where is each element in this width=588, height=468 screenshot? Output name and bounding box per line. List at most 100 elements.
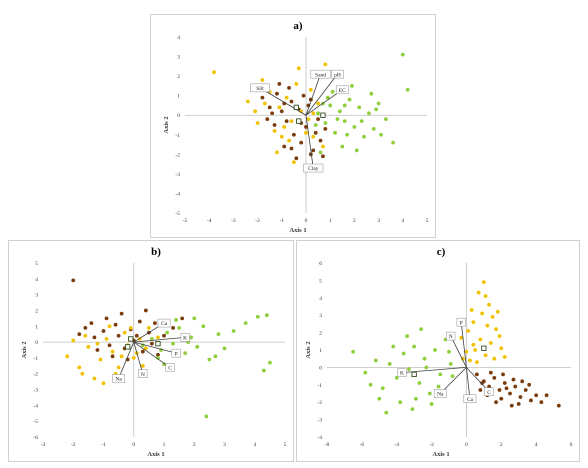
vector-label-box [112, 374, 125, 383]
x-tick-label: 5 [426, 218, 429, 224]
data-point-green [376, 101, 381, 106]
vector-label-box [138, 369, 148, 378]
x-tick-label: 0 [465, 442, 468, 448]
y-tick-label: 3 [319, 313, 322, 319]
data-point-brown [544, 393, 549, 398]
data-point-green [316, 111, 320, 116]
data-point-green [429, 402, 434, 406]
data-point-yellow [277, 105, 282, 110]
data-point-yellow [490, 315, 495, 319]
data-point-brown [304, 125, 308, 129]
data-point-yellow [495, 309, 500, 314]
data-point-brown [104, 316, 109, 321]
data-point-green [424, 365, 429, 370]
data-point-green [387, 362, 392, 366]
x-tick-label: 6 [570, 442, 573, 448]
data-point-green [350, 83, 354, 88]
data-point-green [313, 123, 318, 127]
y-tick-label: -5 [33, 419, 38, 425]
data-point-yellow [279, 134, 284, 139]
x-tick-label: 2 [193, 442, 196, 448]
data-point-green [177, 325, 182, 330]
data-point-yellow [143, 346, 148, 351]
data-point-green [413, 396, 418, 401]
x-tick-label: 1 [329, 218, 332, 224]
data-point-yellow [294, 82, 299, 86]
data-point-brown [487, 384, 491, 389]
data-point-yellow [275, 150, 279, 155]
y-tick-label: -3 [317, 418, 322, 424]
data-point-green [405, 87, 410, 92]
data-point-brown [311, 148, 316, 153]
ordination-plot-a: a) -5 -4 -3 -2 -1 0 1 2 3 4 5 -5 -4 -3 -2 -1 0 1 2 3 4 Axis 1 A… [150, 14, 436, 238]
data-point-green [405, 334, 410, 338]
data-point-green [204, 414, 209, 419]
y-tick-label: -4 [317, 435, 322, 441]
vector-label: EC [339, 88, 346, 94]
y-tick-label: 3 [177, 55, 180, 61]
data-point-brown [95, 348, 100, 352]
y-tick-label: 5 [35, 261, 38, 267]
y-tick-label: 0 [35, 340, 38, 346]
data-point-yellow [476, 290, 481, 295]
vector-label-box [303, 163, 324, 173]
data-point-yellow [311, 111, 316, 116]
data-point-green [192, 316, 197, 321]
x-tick-label: -2 [429, 442, 434, 448]
data-point-yellow [140, 363, 145, 368]
vector-label-box [331, 69, 344, 79]
y-tick-label: -5 [175, 211, 180, 217]
data-point-green [183, 351, 188, 356]
data-point-yellow [131, 356, 136, 360]
data-point-yellow [86, 344, 91, 349]
vector-label: C [487, 390, 491, 396]
data-point-brown [539, 400, 544, 405]
data-point-green [340, 144, 345, 149]
data-point-green [369, 91, 374, 96]
data-point-green [243, 321, 248, 326]
y-tick-label: 0 [319, 365, 322, 371]
data-point-green [352, 125, 357, 129]
data-point-green [427, 391, 432, 396]
data-point-yellow [77, 365, 82, 370]
data-point-brown [260, 95, 265, 100]
data-point-brown [162, 333, 166, 338]
data-point-brown [499, 396, 504, 401]
data-point-green [261, 368, 266, 373]
x-tick-label: 5 [284, 442, 287, 448]
data-point-brown [556, 403, 561, 408]
data-point-green [347, 97, 352, 102]
data-point-yellow [306, 117, 311, 122]
panel-label: a) [293, 20, 303, 32]
y-tick-label: -6 [33, 435, 38, 441]
data-point-yellow [485, 323, 490, 328]
vector-label: Silt [256, 86, 264, 92]
centroid-marker [128, 336, 134, 342]
ordination-plot-c: c) -8 -6 -4 -2 0 2 4 6 -4 -3 -2 -1 0 1 2 3 4 5 6 Axis 1 Axis … [296, 240, 580, 462]
centroid-marker [411, 371, 417, 378]
data-point-yellow [483, 294, 488, 298]
data-point-brown [316, 117, 320, 122]
data-point-green [171, 341, 175, 346]
data-point-green [354, 148, 359, 153]
data-point-yellow [481, 280, 486, 285]
data-point-green [436, 384, 441, 389]
x-tick-label: 2 [353, 218, 356, 224]
x-axis-title: Axis 1 [432, 451, 449, 458]
vector-label: pH [334, 72, 341, 78]
x-tick-label: -3 [41, 442, 46, 448]
data-point-brown [110, 354, 115, 359]
data-point-green [156, 356, 160, 360]
data-point-yellow [284, 95, 289, 100]
data-point-yellow [98, 357, 103, 362]
data-point-brown [137, 319, 142, 324]
y-axis-title: Axis 2 [163, 116, 170, 133]
vector-label: K [400, 371, 404, 377]
vector-line [460, 322, 467, 368]
data-point-yellow [308, 87, 313, 92]
centroid-marker [296, 118, 302, 124]
data-point-brown [279, 109, 284, 114]
data-point-yellow [468, 358, 472, 363]
panel-label: c) [437, 246, 446, 258]
vector-line [118, 341, 135, 379]
